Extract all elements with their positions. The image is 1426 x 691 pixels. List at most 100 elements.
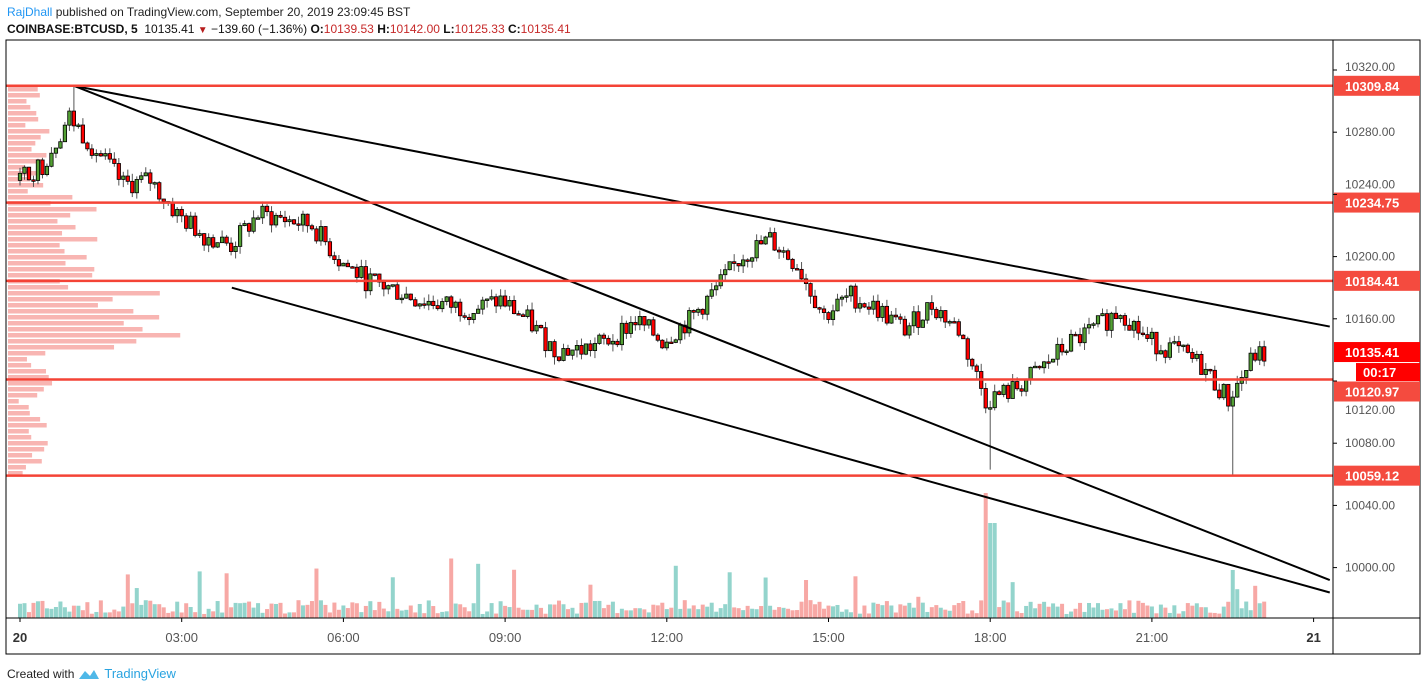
- candle-body: [282, 216, 288, 223]
- volume-profile-bar: [8, 405, 29, 410]
- candle: [17, 167, 23, 186]
- volume-bar: [363, 605, 368, 618]
- author-link[interactable]: RajDhall: [7, 5, 53, 19]
- candle-body: [1068, 333, 1074, 352]
- tradingview-brand[interactable]: TradingView: [104, 666, 176, 681]
- candle-body: [1149, 331, 1154, 339]
- candle-body: [1172, 341, 1177, 344]
- candle-body: [538, 324, 544, 329]
- volume-profile-bar: [8, 435, 32, 440]
- volume-bar: [305, 604, 310, 618]
- volume-bar: [1127, 600, 1132, 618]
- candle: [76, 122, 81, 129]
- volume-bar: [1199, 607, 1204, 618]
- time-tick-label: 12:00: [651, 630, 684, 645]
- candle: [839, 295, 845, 307]
- volume-bar: [1217, 613, 1222, 618]
- candle-body: [556, 356, 562, 361]
- volume-bar: [687, 608, 692, 618]
- time-tick-label: 15:00: [812, 630, 845, 645]
- volume-bar: [467, 611, 472, 618]
- volume-profile-bar: [8, 273, 93, 278]
- countdown-label: 00:17: [1363, 365, 1396, 380]
- candle: [1086, 317, 1092, 335]
- volume-bar: [40, 600, 45, 618]
- high-label: H:: [377, 22, 390, 36]
- candle: [1217, 383, 1222, 400]
- candle-body: [862, 303, 867, 308]
- candle-body: [938, 310, 943, 319]
- volume-profile-bar: [8, 249, 65, 254]
- volume-bar: [390, 577, 395, 618]
- candle-body: [660, 339, 665, 349]
- candle: [929, 295, 934, 316]
- level-price-label-bg: [1334, 270, 1420, 291]
- time-tick-label: 21: [1306, 630, 1320, 645]
- volume-bar: [1042, 601, 1047, 618]
- volume-bar: [44, 608, 49, 618]
- volume-bar: [35, 601, 40, 618]
- volume-bar: [579, 602, 584, 618]
- candle-body: [413, 299, 418, 307]
- candle-body: [143, 172, 148, 177]
- candle-body: [794, 268, 800, 271]
- candle: [246, 222, 252, 237]
- volume-bar: [1163, 607, 1168, 618]
- candle-body: [211, 237, 216, 248]
- candle: [121, 171, 126, 188]
- candle-body: [215, 242, 220, 248]
- volume-bar: [283, 613, 288, 618]
- volume-profile-bar: [8, 339, 137, 344]
- candle: [691, 309, 696, 320]
- volume-bar: [1078, 602, 1083, 618]
- candle: [857, 296, 863, 313]
- candle-body: [965, 338, 970, 360]
- candle: [40, 157, 45, 179]
- candle: [794, 263, 800, 271]
- candle-body: [646, 319, 651, 326]
- candle: [790, 257, 795, 272]
- candle-body: [485, 298, 490, 301]
- candle: [835, 293, 840, 312]
- candle: [179, 206, 184, 223]
- candle: [920, 319, 925, 328]
- volume-bar: [619, 608, 624, 618]
- volume-bar: [76, 605, 81, 618]
- candle: [561, 343, 566, 362]
- candle-body: [983, 388, 988, 409]
- volume-profile-bar: [8, 291, 160, 296]
- candle-body: [251, 217, 256, 232]
- volume-bar: [934, 605, 939, 618]
- volume-bar: [970, 610, 975, 618]
- candle-body: [511, 300, 517, 315]
- candle-body: [440, 301, 445, 310]
- candle-body: [961, 334, 966, 340]
- volume-bar: [1096, 603, 1100, 618]
- candle-body: [332, 255, 337, 261]
- candle-body: [570, 349, 575, 356]
- candle-body: [821, 308, 827, 314]
- volume-bar: [637, 608, 642, 618]
- candle-body: [1077, 334, 1083, 344]
- volume-bar: [1244, 601, 1249, 618]
- candle-body: [1010, 381, 1015, 399]
- volume-bar: [875, 603, 880, 618]
- price-chart[interactable]: 10135.41 00:17 10309.84 10234.75 10184.41 101…: [0, 0, 1426, 660]
- candle: [359, 259, 364, 279]
- candle: [673, 338, 678, 344]
- candle-body: [152, 182, 157, 185]
- candle-body: [1181, 344, 1186, 348]
- volume-bar: [1100, 609, 1105, 618]
- volume-profile-bar: [8, 393, 38, 398]
- candle: [1167, 337, 1172, 361]
- volume-bar: [826, 605, 831, 618]
- volume-bar: [822, 608, 827, 618]
- volume-profile-bar: [8, 135, 41, 140]
- volume-bar: [265, 609, 270, 618]
- price-tick-label: 10080.00: [1345, 436, 1395, 450]
- candle-body: [610, 340, 616, 345]
- candle-body: [1037, 365, 1042, 369]
- candle: [134, 176, 139, 199]
- volume-bar: [206, 608, 211, 618]
- volume-profile-bar: [8, 285, 69, 290]
